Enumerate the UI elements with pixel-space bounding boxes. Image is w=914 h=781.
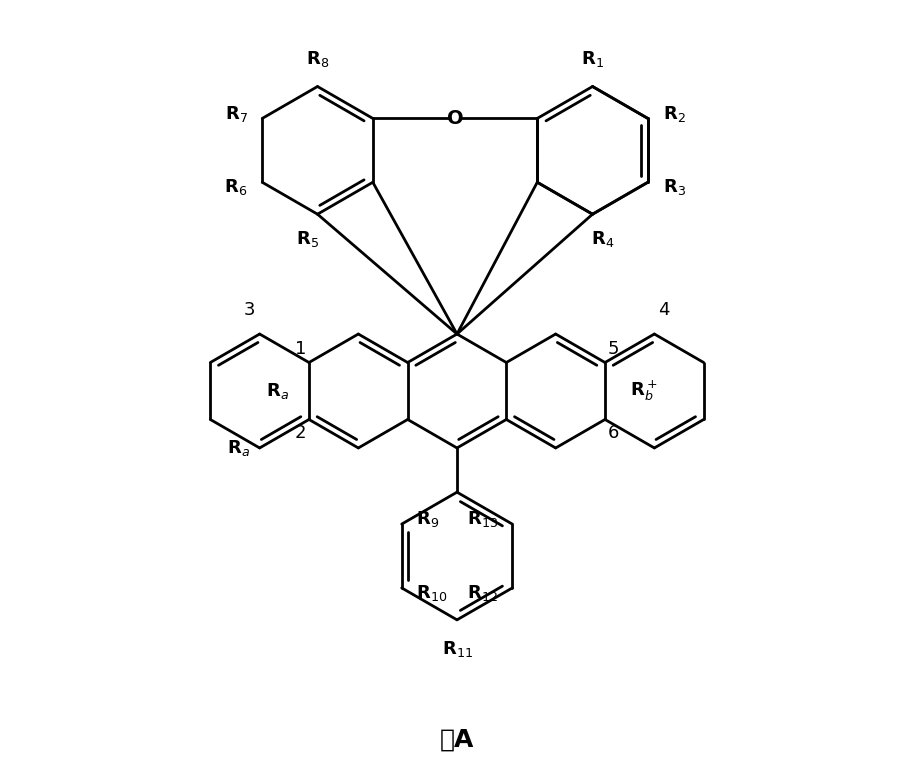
Text: R$_9$: R$_9$ [417, 509, 440, 530]
Text: R$_1$: R$_1$ [581, 49, 604, 69]
Text: R$_b^+$: R$_b^+$ [630, 379, 657, 403]
Text: R$_{13}$: R$_{13}$ [466, 509, 497, 530]
Text: O: O [447, 109, 463, 128]
Text: R$_8$: R$_8$ [306, 49, 329, 69]
Text: R$_5$: R$_5$ [296, 229, 319, 249]
Text: R$_2$: R$_2$ [663, 104, 686, 123]
Text: R$_6$: R$_6$ [224, 177, 248, 197]
Text: 3: 3 [244, 301, 256, 319]
Text: 6: 6 [608, 424, 620, 442]
Text: R$_7$: R$_7$ [225, 104, 248, 123]
Text: R$_{12}$: R$_{12}$ [467, 583, 497, 603]
Text: R$_3$: R$_3$ [663, 177, 686, 197]
Text: R$_4$: R$_4$ [590, 229, 614, 249]
Text: 5: 5 [608, 340, 620, 358]
Text: R$_a$: R$_a$ [266, 381, 290, 401]
Text: R$_a$: R$_a$ [227, 438, 250, 458]
Text: 1: 1 [294, 340, 306, 358]
Text: 式A: 式A [440, 728, 474, 751]
Text: 2: 2 [294, 424, 306, 442]
Text: R$_{10}$: R$_{10}$ [417, 583, 448, 603]
Text: R$_{11}$: R$_{11}$ [441, 640, 473, 659]
Text: 4: 4 [658, 301, 670, 319]
